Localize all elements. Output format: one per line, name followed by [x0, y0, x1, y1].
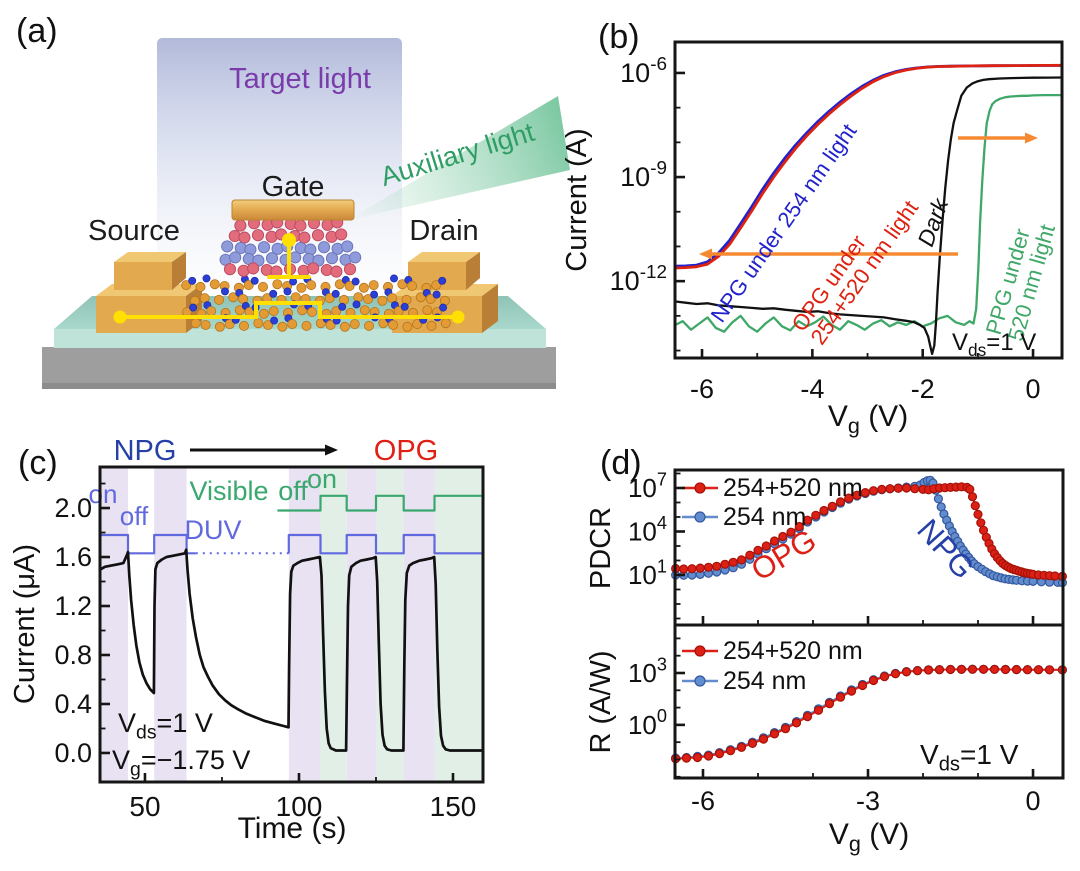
series-254-520-nm	[670, 482, 1067, 581]
shaded-band	[288, 467, 321, 782]
svg-text:104: 104	[628, 513, 667, 547]
shaded-band	[100, 467, 129, 782]
series-visible-wave	[277, 494, 483, 512]
annotation: PPG under520 nm light	[981, 215, 1060, 343]
shaded-band	[434, 467, 483, 782]
svg-text:-6: -6	[691, 786, 715, 816]
svg-text:0: 0	[1026, 374, 1041, 404]
svg-text:0.4: 0.4	[54, 689, 92, 719]
annotation: Vds=1 V	[920, 739, 1019, 776]
panel-c-letter: (c)	[18, 444, 58, 482]
arrow	[958, 132, 1038, 144]
arrow	[190, 444, 338, 456]
annotation: off	[120, 501, 149, 531]
plot-frame	[673, 623, 1065, 780]
channel-lattice	[181, 274, 451, 332]
gate-electrode	[231, 199, 355, 221]
legend-label: 254 nm	[723, 667, 806, 695]
source-label: Source	[88, 215, 180, 247]
svg-text:150: 150	[430, 791, 477, 822]
svg-text:50: 50	[129, 791, 160, 822]
svg-text:-3: -3	[856, 786, 880, 816]
sensitizer-flake	[219, 216, 362, 278]
svg-text:0: 0	[1026, 786, 1041, 816]
svg-text:0.0: 0.0	[54, 738, 92, 768]
device-schematic: Target light Auxiliary light Gate Source…	[42, 38, 570, 389]
chart-time-response: 50 100 150 0.0 0.4 0.8 1.2 1.6 2.0 Current (μA) Ti…	[9, 435, 485, 845]
plot-frame	[98, 465, 485, 784]
shaded-band	[320, 467, 347, 782]
annotation: off	[278, 476, 308, 506]
annotation: Vg (V)	[828, 400, 908, 438]
svg-text:101: 101	[628, 556, 667, 590]
shaded-band	[346, 467, 376, 782]
svg-text:10-6: 10-6	[620, 54, 667, 88]
auxiliary-light-beam	[348, 96, 570, 220]
annotation: Vg=−1.75 V	[112, 745, 250, 780]
annotation: Vg (V)	[829, 818, 909, 856]
panel-b-letter: (b)	[598, 18, 640, 56]
legend-label: 254+520 nm	[723, 637, 863, 665]
annotation: Time (s)	[238, 812, 347, 845]
svg-text:103: 103	[628, 654, 667, 688]
shaded-band	[154, 467, 187, 782]
annotation: OPG	[374, 435, 438, 467]
chart-time-trace: 50 100 150 0.0 0.4 0.8 1.2 1.6 2.0 Current (μA) Ti…	[9, 435, 485, 845]
svg-text:-2: -2	[911, 374, 935, 404]
annotation: Dark	[912, 194, 954, 250]
svg-text:2.0: 2.0	[54, 493, 92, 523]
svg-text:107: 107	[628, 469, 667, 503]
svg-text:10-12: 10-12	[610, 262, 667, 296]
annotation: Vds=1 V	[952, 329, 1036, 360]
svg-text:100: 100	[628, 706, 667, 740]
annotation: NPG	[910, 512, 981, 585]
svg-text:100: 100	[276, 791, 323, 822]
svg-text:0.8: 0.8	[54, 640, 92, 670]
svg-text:1.6: 1.6	[54, 542, 92, 572]
svg-text:1.2: 1.2	[54, 591, 92, 621]
gate-label: Gate	[262, 171, 325, 203]
legend-label: 254 nm	[723, 503, 806, 531]
arrow	[699, 248, 958, 260]
legend-label: 254+520 nm	[723, 474, 863, 502]
tick-labels: -6 -4 -2 0 10-6 10-9 10-12	[610, 54, 1041, 404]
svg-text:10-9: 10-9	[620, 158, 667, 192]
annotation: on	[307, 464, 337, 494]
annotation: R (A/W)	[585, 650, 617, 753]
tick-labels: -6 -3 0 103 100	[628, 654, 1041, 816]
shaded-band	[403, 467, 435, 782]
panel-a-letter: (a)	[16, 12, 58, 50]
plot-frame	[673, 40, 1064, 360]
annotation: NPG	[114, 435, 177, 467]
series-current	[99, 548, 483, 752]
drain-label: Drain	[409, 215, 478, 247]
series-dark	[675, 76, 1062, 356]
series-duv-wave-solid-opg	[287, 533, 483, 555]
svg-text:-6: -6	[690, 374, 714, 404]
annotation: Current (A)	[561, 128, 593, 271]
series-ppg-under-520-nm-light	[675, 93, 1062, 333]
series-opg-under-254-520-nm-light	[675, 63, 1062, 270]
annotation: on	[89, 479, 118, 509]
annotation: Vds=1 V	[118, 708, 213, 743]
annotation: PDCR	[585, 507, 617, 589]
tick-labels: 50 100 150 0.0 0.4 0.8 1.2 1.6 2.0	[54, 493, 476, 822]
circuit-wires	[113, 233, 465, 324]
panel-d-letter: (d)	[600, 444, 642, 482]
annotation: Visible	[189, 476, 268, 506]
tick-labels: 107 104 101	[628, 469, 667, 590]
annotation: DUV	[184, 515, 241, 545]
svg-text:-4: -4	[800, 374, 824, 404]
target-light-label: Target light	[229, 63, 371, 95]
annotation: Current (μA)	[9, 544, 41, 704]
shaded-band	[375, 467, 404, 782]
